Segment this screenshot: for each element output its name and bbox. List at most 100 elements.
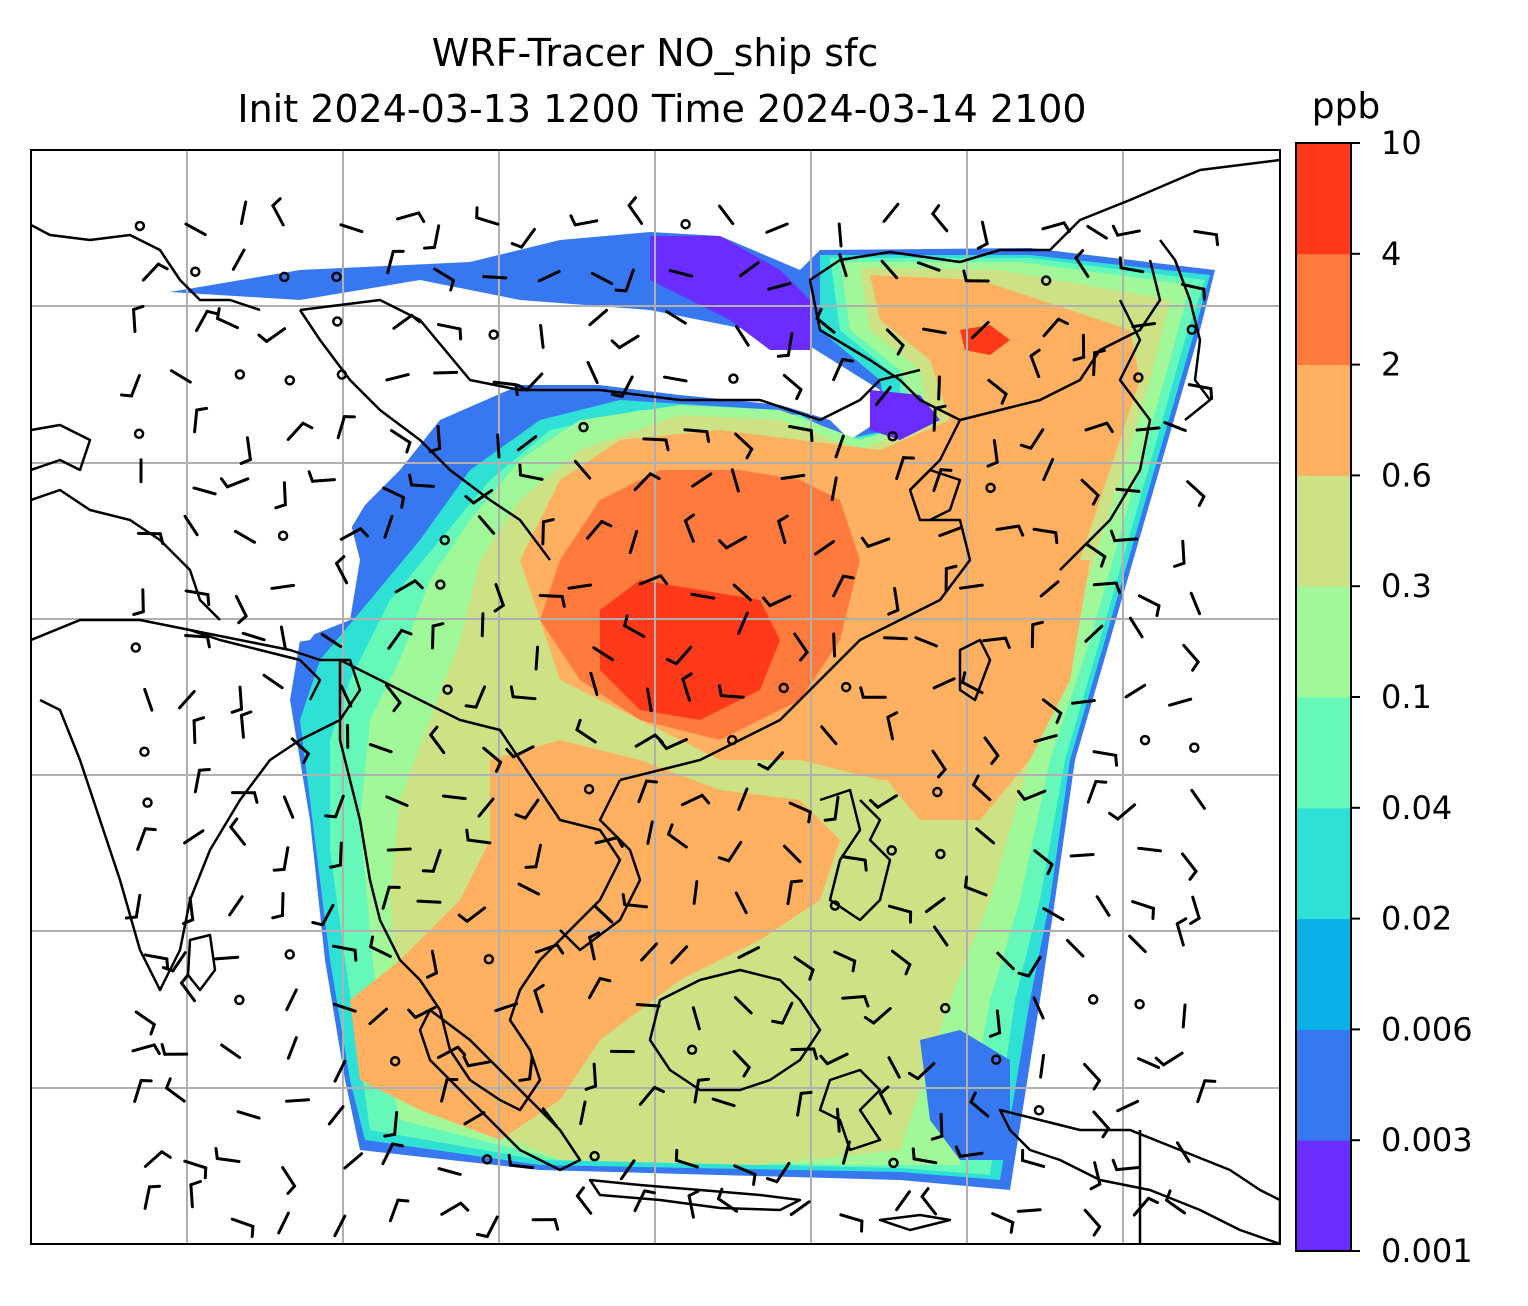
wind-barb — [788, 801, 812, 824]
wind-barb — [332, 1002, 357, 1013]
wind-barb — [638, 1085, 666, 1106]
wind-barb — [143, 687, 154, 712]
wind-barb — [422, 224, 441, 250]
wind-barb — [284, 375, 296, 386]
wind-barb — [962, 269, 990, 283]
colorbar-tick-label-9: 4 — [1381, 235, 1401, 273]
wind-barb — [336, 415, 356, 440]
wind-barb — [869, 794, 899, 809]
wind-barb — [1072, 333, 1086, 362]
wind-barb — [718, 535, 748, 550]
wind-barb — [271, 891, 285, 920]
wind-barb — [1069, 852, 1095, 858]
coastline-central-asia — [31, 223, 261, 312]
wind-barb — [507, 1153, 534, 1170]
wind-barb — [421, 848, 442, 873]
wind-barb — [286, 1036, 298, 1060]
wind-barb — [394, 579, 424, 594]
wind-barb — [589, 1150, 600, 1162]
wind-barb — [1040, 275, 1052, 286]
wind-barb — [834, 434, 845, 459]
wind-barb — [1111, 1158, 1141, 1172]
wind-barb — [134, 1010, 156, 1036]
wind-barb — [1128, 616, 1144, 639]
wind-barb — [1041, 698, 1063, 724]
wind-barb — [683, 428, 711, 444]
coastline-taiwan — [958, 638, 992, 702]
map-title-line2: Init 2024-03-13 1200 Time 2024-03-14 210… — [237, 87, 1086, 131]
wind-barb — [717, 840, 743, 863]
wind-barb — [339, 223, 364, 234]
wind-barb — [1175, 1141, 1191, 1163]
wind-barb — [184, 222, 207, 237]
wind-barb — [277, 1211, 290, 1235]
wind-barb — [886, 711, 899, 741]
wind-barb — [1131, 322, 1157, 329]
wind-barb — [230, 1217, 255, 1238]
border-china-west — [298, 309, 551, 561]
wind-barb — [1190, 788, 1206, 810]
wind-barb — [531, 1218, 560, 1231]
wind-barb — [333, 1214, 347, 1238]
wind-barb — [587, 976, 612, 1000]
wind-barb — [1136, 1057, 1161, 1069]
wind-barb — [132, 588, 145, 617]
wind-barb — [878, 1085, 892, 1115]
coastline-vietnam — [559, 779, 642, 952]
wind-barb — [189, 1180, 202, 1209]
wind-barb — [228, 895, 244, 917]
wind-barb — [339, 527, 369, 541]
map-panel[interactable] — [31, 150, 1280, 1244]
colorbar-band-1 — [1296, 1029, 1351, 1141]
wind-barb — [435, 579, 446, 590]
wind-barb — [488, 329, 499, 340]
wind-barb — [573, 459, 592, 480]
wind-barb — [790, 1047, 819, 1061]
wind-barb — [510, 227, 536, 249]
wind-barb — [262, 673, 284, 690]
wind-barb — [477, 515, 496, 535]
wind-barb — [819, 1052, 849, 1066]
map-title-line1: WRF-Tracer NO_ship sfc — [432, 31, 879, 75]
wind-barb — [837, 222, 843, 248]
wind-barb — [408, 473, 436, 488]
wind-barb — [481, 1154, 493, 1165]
wind-barb — [336, 369, 348, 380]
wind-barb — [964, 875, 988, 897]
wind-barb — [959, 583, 984, 590]
wind-barb — [887, 431, 898, 442]
wind-barb — [732, 583, 753, 602]
coastline-china-east — [808, 158, 1280, 422]
wind-barb — [733, 996, 753, 1015]
wind-barb — [133, 1078, 153, 1103]
wind-barb — [931, 749, 947, 779]
coastline-bohai — [909, 468, 962, 522]
wind-barb — [662, 375, 688, 383]
wind-barb — [183, 514, 199, 537]
wind-barb — [628, 529, 639, 555]
colorbar-ticks: 0.001 0.003 0.006 0.02 0.04 0.1 0.3 0.6 2 4 10 — [1351, 124, 1473, 1270]
wind-barb — [181, 896, 195, 926]
wind-barb — [433, 267, 455, 292]
colorbar-tick-label-1: 0.003 — [1381, 1121, 1473, 1159]
wind-barb — [541, 1107, 558, 1128]
wind-barb — [938, 526, 962, 538]
wind-barb — [796, 1090, 813, 1117]
wind-barb — [922, 327, 947, 335]
wind-barb — [465, 828, 492, 845]
wind-barb — [691, 1006, 701, 1031]
wind-barb — [594, 905, 614, 924]
wind-barb — [728, 373, 739, 384]
wind-barb — [914, 636, 938, 648]
wind-barb — [1042, 907, 1065, 921]
colorbar-tick-label-6: 0.3 — [1381, 567, 1432, 605]
wind-barb — [840, 681, 852, 693]
wind-barb — [1019, 428, 1045, 450]
wind-barb — [939, 1002, 951, 1014]
wind-barb — [234, 994, 245, 1006]
colorbar-tick-label-5: 0.1 — [1381, 678, 1432, 716]
wind-barb — [184, 589, 211, 607]
wind-barb — [890, 949, 912, 976]
wind-barb — [193, 768, 211, 794]
wind-barb — [190, 266, 201, 277]
